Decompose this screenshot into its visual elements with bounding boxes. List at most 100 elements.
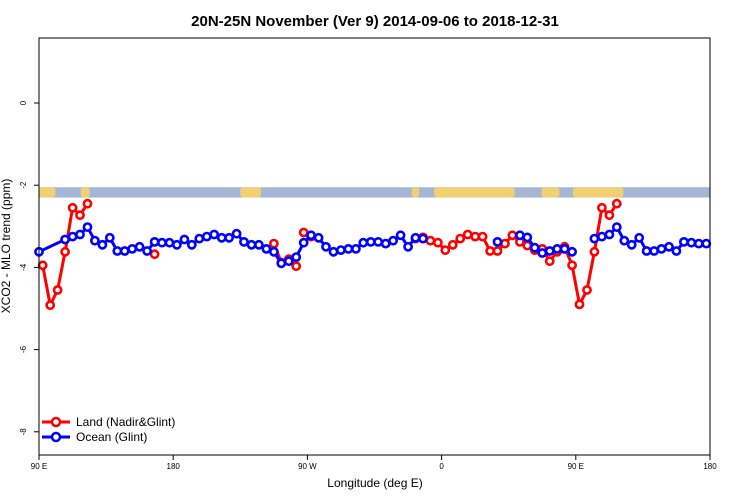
ocean-point bbox=[157, 237, 167, 248]
chart-title: 20N-25N November (Ver 9) 2014-09-06 to 2… bbox=[191, 13, 559, 30]
land-point bbox=[582, 285, 592, 295]
ocean-point bbox=[701, 238, 712, 249]
land-point bbox=[477, 231, 488, 242]
ocean-point bbox=[388, 235, 398, 246]
land-point bbox=[447, 239, 458, 250]
legend-land-marker bbox=[50, 416, 62, 428]
ocean-point bbox=[179, 234, 190, 245]
ocean-point bbox=[97, 239, 108, 250]
ocean-point bbox=[171, 239, 182, 250]
land-point bbox=[604, 210, 615, 221]
land-series bbox=[37, 198, 622, 311]
ocean-point bbox=[544, 246, 555, 256]
x-axis: 90 E 180 90 W 0 90 E 180 bbox=[31, 455, 717, 471]
map-land bbox=[240, 187, 262, 198]
ocean-point bbox=[656, 243, 667, 254]
land-point bbox=[462, 229, 473, 240]
ocean-point bbox=[522, 232, 533, 243]
plot-frame bbox=[38, 37, 711, 456]
ocean-point bbox=[224, 232, 234, 243]
land-point bbox=[500, 238, 510, 249]
x-tick-label: 90 E bbox=[568, 462, 584, 471]
ocean-point bbox=[328, 246, 339, 257]
legend-ocean-label: Ocean (Glint) bbox=[76, 430, 147, 444]
ocean-point bbox=[298, 237, 309, 248]
x-tick-label: 180 bbox=[703, 462, 717, 471]
map-land bbox=[39, 187, 56, 198]
ocean-point bbox=[626, 239, 637, 250]
ocean-point bbox=[209, 229, 220, 240]
legend-land-label: Land (Nadir&Glint) bbox=[76, 415, 175, 429]
ocean-point bbox=[194, 233, 205, 244]
ocean-point bbox=[529, 242, 540, 253]
map-land bbox=[411, 187, 420, 198]
y-tick-label: -6 bbox=[19, 345, 28, 353]
ocean-point bbox=[567, 246, 577, 257]
land-point bbox=[82, 198, 93, 209]
ocean-point bbox=[358, 237, 369, 248]
land-point bbox=[544, 256, 555, 267]
ocean-point bbox=[350, 243, 361, 254]
ocean-series bbox=[34, 222, 712, 269]
ocean-point bbox=[268, 246, 279, 257]
map-band bbox=[39, 187, 710, 198]
ocean-point bbox=[75, 229, 85, 240]
ocean-point bbox=[418, 233, 428, 244]
ocean-point bbox=[671, 246, 682, 256]
y-tick-label: -4 bbox=[19, 263, 28, 271]
land-point bbox=[268, 238, 279, 249]
ocean-point bbox=[119, 246, 130, 256]
y-tick-label: -2 bbox=[19, 181, 28, 189]
ocean-point bbox=[611, 222, 622, 232]
land-point bbox=[597, 202, 607, 213]
x-tick-label: 90 E bbox=[31, 462, 47, 471]
x-tick-label: 0 bbox=[439, 462, 444, 471]
land-point bbox=[75, 210, 85, 221]
ocean-point bbox=[82, 222, 93, 232]
ocean-point bbox=[306, 230, 316, 241]
ocean-point bbox=[283, 256, 294, 267]
ocean-point bbox=[149, 236, 160, 247]
ocean-point bbox=[276, 258, 287, 269]
land-point bbox=[149, 249, 160, 260]
ocean-point bbox=[373, 236, 384, 247]
ocean-point bbox=[239, 236, 249, 247]
ocean-point bbox=[693, 238, 704, 249]
ocean-point bbox=[537, 248, 548, 258]
land-point bbox=[440, 245, 451, 255]
land-point bbox=[432, 237, 443, 248]
ocean-point bbox=[619, 235, 630, 246]
ocean-point bbox=[403, 241, 413, 252]
ocean-point bbox=[343, 243, 354, 254]
ocean-point bbox=[664, 241, 674, 252]
land-point bbox=[60, 246, 70, 257]
ocean-point bbox=[253, 239, 264, 250]
ocean-point bbox=[410, 232, 421, 243]
map-ocean bbox=[39, 187, 710, 198]
ocean-point bbox=[395, 230, 406, 241]
y-tick-label: 0 bbox=[19, 100, 28, 105]
ocean-point bbox=[231, 228, 242, 239]
ocean-point bbox=[604, 229, 615, 240]
ocean-point bbox=[597, 231, 607, 242]
map-land bbox=[572, 187, 624, 198]
ocean-point bbox=[90, 235, 100, 246]
y-axis: 0 -2 -4 -6 -8 bbox=[19, 100, 39, 435]
ocean-point bbox=[321, 241, 331, 252]
land-point bbox=[37, 260, 48, 271]
ocean-point bbox=[559, 243, 570, 254]
land-point bbox=[611, 198, 622, 209]
ocean-point bbox=[589, 233, 600, 244]
map-land bbox=[541, 187, 560, 198]
land-point bbox=[291, 261, 302, 272]
ocean-point bbox=[186, 239, 197, 250]
x-tick-label: 90 W bbox=[298, 462, 317, 471]
ocean-point bbox=[492, 236, 503, 247]
ocean-point bbox=[291, 252, 302, 262]
land-point bbox=[492, 246, 503, 256]
land-point bbox=[574, 299, 585, 310]
ocean-point bbox=[335, 245, 346, 255]
legend-ocean-marker bbox=[50, 431, 62, 443]
ocean-point bbox=[134, 241, 145, 252]
